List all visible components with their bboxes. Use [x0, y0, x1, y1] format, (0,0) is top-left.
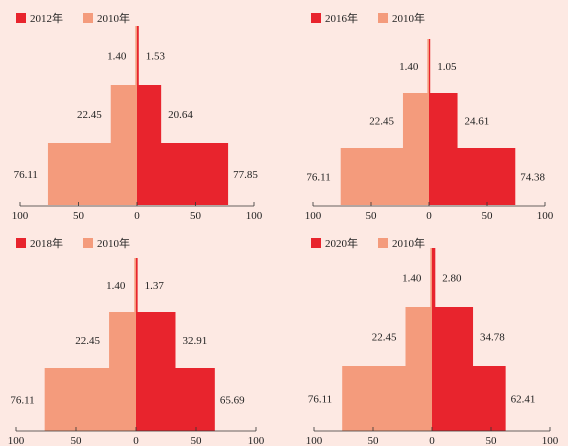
legend-label-primary: 2020年 [325, 236, 358, 250]
x-tick-label: 100 [8, 435, 25, 446]
legend-swatch-primary [311, 238, 321, 248]
bar-right [136, 368, 215, 431]
legend-label-primary: 2012年 [30, 11, 63, 25]
legend-swatch-primary [311, 13, 321, 23]
data-label-right: 1.53 [146, 51, 166, 63]
x-tick-label: 50 [486, 435, 498, 446]
legend-swatch-baseline [83, 238, 93, 248]
data-label-right: 2.80 [442, 273, 462, 285]
legend-label-baseline: 2010年 [97, 236, 130, 250]
data-label-right: 62.41 [511, 394, 536, 406]
legend-label-baseline: 2010年 [392, 11, 425, 25]
data-label-right: 74.38 [520, 172, 545, 184]
data-label-left: 1.40 [107, 51, 127, 63]
data-label-right: 32.91 [182, 335, 207, 347]
data-label-right: 20.64 [168, 109, 193, 121]
x-tick-label: 50 [368, 435, 380, 446]
bar-right [429, 39, 431, 93]
bar-left [427, 39, 429, 93]
data-label-left: 1.40 [106, 280, 126, 292]
data-label-right: 77.85 [233, 169, 258, 181]
data-label-left: 76.11 [10, 395, 34, 407]
data-label-left: 22.45 [369, 116, 394, 128]
legend-label-baseline: 2010年 [392, 236, 425, 250]
x-tick-label: 50 [482, 210, 494, 222]
legend-swatch-baseline [83, 13, 93, 23]
data-label-right: 1.05 [437, 61, 457, 73]
bar-left [430, 248, 432, 307]
legend-swatch-primary [16, 238, 26, 248]
bar-left [402, 93, 429, 148]
data-label-left: 76.11 [14, 169, 38, 181]
bar-left [135, 26, 137, 85]
bar-right [137, 85, 162, 143]
data-label-left: 22.45 [372, 332, 397, 344]
bar-left [342, 366, 432, 431]
data-label-left: 1.40 [399, 61, 419, 73]
bar-left [110, 85, 137, 143]
bar-left [109, 312, 136, 368]
data-label-left: 76.11 [308, 394, 332, 406]
x-tick-label: 100 [306, 435, 323, 446]
x-tick-label: 100 [537, 210, 554, 222]
legend-label-primary: 2016年 [325, 11, 358, 25]
legend-label-baseline: 2010年 [97, 11, 130, 25]
legend-label-primary: 2018年 [30, 236, 63, 250]
x-tick-label: 0 [426, 210, 432, 222]
x-tick-label: 50 [71, 435, 83, 446]
bar-left [340, 148, 429, 205]
bar-right [136, 258, 138, 312]
x-tick-label: 100 [12, 210, 29, 222]
x-tick-label: 0 [429, 435, 435, 446]
x-tick-label: 100 [305, 210, 322, 222]
bar-left [405, 307, 432, 366]
legend-swatch-primary [16, 13, 26, 23]
x-tick-label: 100 [542, 435, 559, 446]
data-label-right: 1.37 [145, 280, 165, 292]
legend-swatch-baseline [378, 238, 388, 248]
bar-left [47, 143, 137, 205]
x-tick-label: 50 [366, 210, 378, 222]
bar-right [432, 307, 474, 366]
x-tick-label: 100 [248, 435, 265, 446]
chart-panel-4: 76.11 62.41 22.45 34.78 1.40 2.80 100 50 0 50 100 2… [306, 236, 559, 446]
bar-right [429, 93, 458, 148]
data-label-left: 22.45 [77, 109, 102, 121]
chart-panel-1: 76.11 77.85 22.45 20.64 1.40 1.53 100 50 0 50 100 2… [12, 11, 263, 222]
data-label-right: 34.78 [480, 332, 505, 344]
x-tick-label: 100 [246, 210, 263, 222]
data-label-left: 76.11 [306, 172, 330, 184]
chart-panel-2: 76.11 74.38 22.45 24.61 1.40 1.05 100 50 0 50 100 2… [305, 11, 554, 222]
x-tick-label: 50 [73, 210, 85, 222]
data-label-left: 22.45 [75, 335, 100, 347]
chart-panel-3: 76.11 65.69 22.45 32.91 1.40 1.37 100 50 0 50 100 2… [8, 236, 265, 446]
bar-right [432, 248, 436, 307]
x-tick-label: 50 [190, 210, 202, 222]
bar-left [44, 368, 136, 431]
bar-left [134, 258, 136, 312]
bar-right [137, 26, 139, 85]
x-tick-label: 0 [133, 435, 139, 446]
data-label-right: 65.69 [220, 395, 245, 407]
legend-swatch-baseline [378, 13, 388, 23]
bar-right [137, 143, 229, 205]
data-label-right: 24.61 [465, 116, 490, 128]
bar-right [429, 148, 516, 205]
data-label-left: 1.40 [402, 273, 422, 285]
x-tick-label: 50 [191, 435, 203, 446]
x-tick-label: 0 [134, 210, 140, 222]
bar-right [136, 312, 176, 368]
bar-right [432, 366, 506, 431]
